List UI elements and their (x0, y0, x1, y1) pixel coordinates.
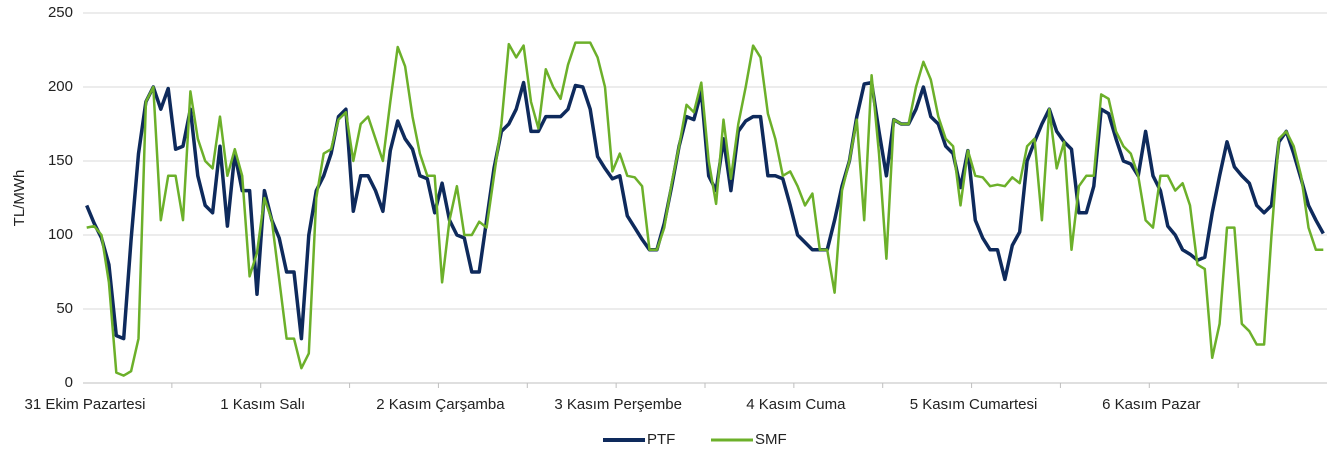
x-tick-label: 1 Kasım Salı (220, 396, 305, 413)
x-tick-label: 6 Kasım Pazar (1102, 396, 1200, 413)
y-tick-label: 150 (48, 152, 73, 169)
x-tick-label: 2 Kasım Çarşamba (376, 396, 505, 413)
legend-label: PTF (647, 431, 675, 448)
y-tick-label: 200 (48, 78, 73, 95)
x-tick-label: 4 Kasım Cuma (746, 396, 846, 413)
y-tick-label: 250 (48, 4, 73, 21)
y-tick-label: 100 (48, 226, 73, 243)
x-tick-label: 3 Kasım Perşembe (554, 396, 682, 413)
y-tick-label: 0 (65, 374, 73, 391)
y-tick-label: 50 (56, 300, 73, 317)
legend-label: SMF (755, 431, 787, 448)
y-axis-label: TL/MWh (11, 170, 28, 227)
x-tick-label: 5 Kasım Cumartesi (910, 396, 1038, 413)
x-tick-label: 31 Ekim Pazartesi (25, 396, 146, 413)
series-line (86, 41, 1324, 377)
